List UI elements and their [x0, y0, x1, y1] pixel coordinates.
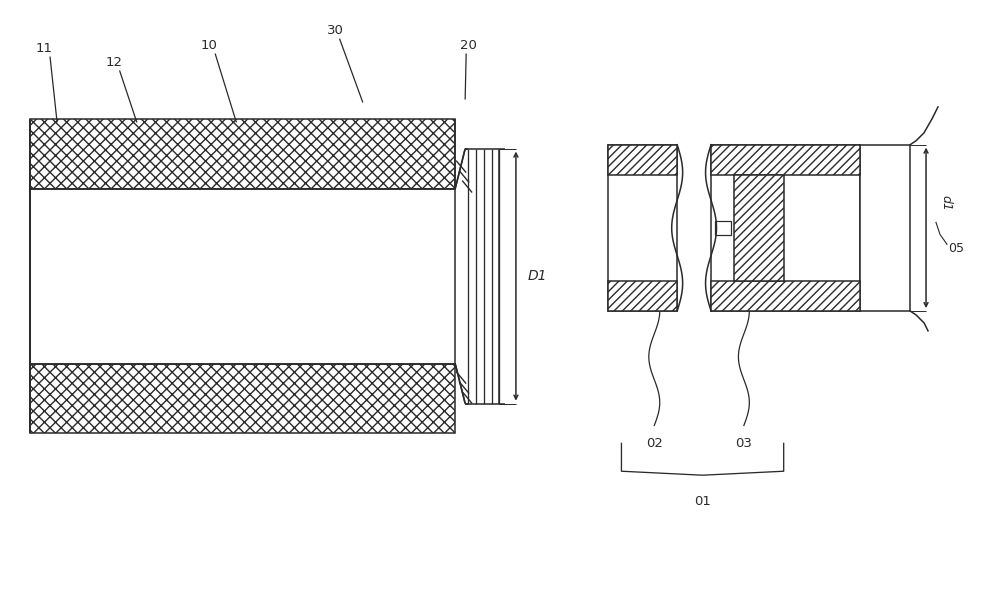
Text: 12: 12 — [105, 56, 122, 69]
Bar — [711, 145, 860, 175]
Text: 05: 05 — [948, 242, 964, 255]
Bar — [860, 145, 910, 311]
Bar — [734, 175, 784, 281]
Bar — [711, 145, 860, 311]
Text: 11: 11 — [36, 42, 53, 55]
Text: 01: 01 — [694, 495, 711, 508]
Bar — [30, 188, 455, 364]
Text: 20: 20 — [460, 39, 477, 52]
Text: 10: 10 — [201, 39, 218, 52]
Text: D1: D1 — [528, 269, 547, 283]
Bar — [608, 281, 677, 311]
Text: 02: 02 — [646, 438, 663, 450]
Text: d1: d1 — [939, 195, 952, 211]
Text: 03: 03 — [735, 438, 752, 450]
Bar — [30, 119, 455, 188]
Text: 30: 30 — [327, 24, 344, 37]
Bar — [608, 145, 677, 311]
Bar — [715, 221, 731, 235]
Bar — [608, 145, 677, 175]
Bar — [711, 281, 860, 311]
Bar — [30, 364, 455, 433]
